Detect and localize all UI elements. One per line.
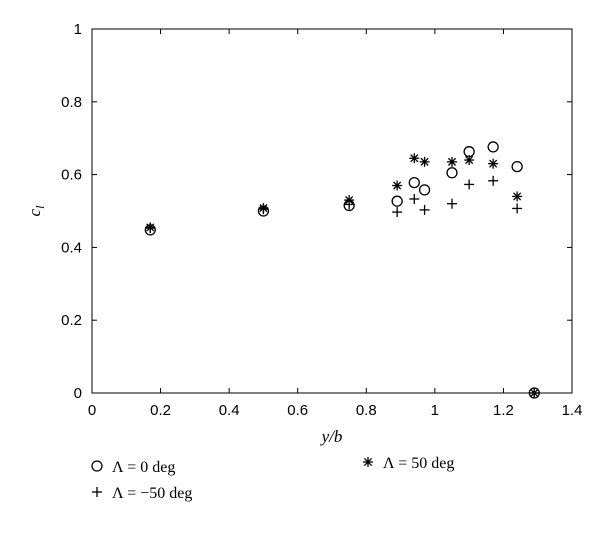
data-point-asterisk [529,388,540,398]
legend-label: Λ = −50 deg [112,485,192,502]
legend-marker-asterisk [363,457,373,467]
legend-marker-plus [92,487,102,497]
data-point-asterisk [344,195,355,206]
legend-label: Λ = 50 deg [383,455,454,472]
data-point-plus [447,198,457,209]
x-tick-label: 0 [88,402,96,419]
data-point-circle [487,141,499,153]
data-point-plus [488,175,499,186]
x-tick-label: 0.6 [287,402,308,419]
y-tick-label: 1 [74,21,82,38]
y-tick-label: 0 [74,385,82,402]
data-point-asterisk [409,153,420,164]
legend-marker-circle [91,460,103,472]
data-point-circle [408,176,420,189]
y-tick-label: 0.4 [61,239,82,256]
data-point-circle [418,184,431,196]
data-point-plus [419,204,430,215]
data-point-circle [446,167,458,179]
x-tick-label: 0.4 [219,402,240,419]
data-point-plus [512,203,523,214]
data-point-asterisk [512,191,523,202]
y-tick-label: 0.6 [61,167,82,184]
legend-label: Λ = 0 deg [112,459,175,476]
y-tick-label: 0.2 [61,312,82,329]
data-point-plus [409,193,420,204]
x-tick-label: 1.2 [493,402,514,419]
plot-area [91,28,573,394]
data-point-asterisk [464,155,475,166]
data-point-asterisk [145,222,156,233]
axis-tick-labels: 0 0.2 0.4 0.6 0.8 1 1.2 1.4 0 0.2 0.4 0.6 0.8 1 [61,21,582,419]
data-point-asterisk [392,180,403,191]
x-axis-label: y/b [320,427,343,446]
data-point-asterisk [419,156,430,167]
x-tick-label: 1.4 [562,402,583,419]
data-point-asterisk [447,156,457,167]
legend: Λ = 0 deg Λ = −50 deg Λ = 50 deg [91,455,454,502]
data-point-circle [511,160,523,173]
x-tick-label: 1 [431,402,439,419]
data-points [144,141,540,399]
x-tick-label: 0.2 [150,402,171,419]
data-point-asterisk [258,203,269,214]
data-point-plus [464,179,475,190]
data-point-circle [391,195,403,207]
y-axis-label: cl [25,205,47,217]
y-tick-label: 0.8 [61,94,82,111]
axis-ticks [91,28,573,394]
x-tick-label: 0.8 [356,402,377,419]
data-point-plus [392,207,403,218]
data-point-asterisk [488,158,499,169]
